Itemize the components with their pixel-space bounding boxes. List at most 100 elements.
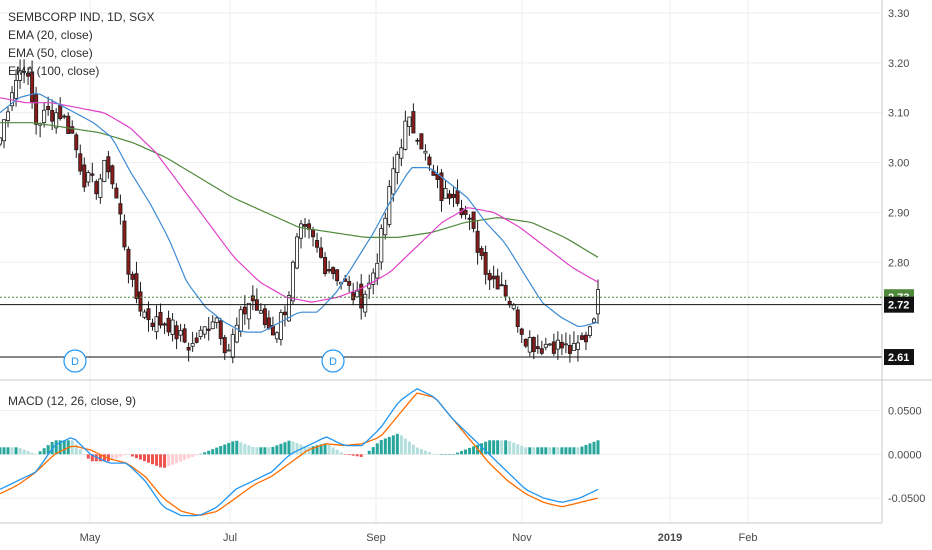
candle: [286, 291, 291, 322]
dividend-marker[interactable]: D: [321, 349, 345, 373]
macd-histogram-bar: [10, 447, 14, 455]
dividend-marker-label: D: [71, 356, 79, 368]
candle-body: [323, 257, 328, 275]
dividend-marker[interactable]: D: [63, 349, 87, 373]
candle-body: [483, 252, 488, 275]
candle: [327, 260, 332, 274]
ema20-legend[interactable]: EMA (20, close): [8, 28, 93, 42]
macd-histogram-bar: [18, 448, 22, 455]
candle-body: [327, 269, 332, 272]
candle-body: [439, 172, 444, 202]
macd-histogram-bar: [134, 454, 138, 459]
macd-histogram-bar: [2, 447, 6, 455]
macd-histogram-bar: [110, 454, 114, 460]
macd-histogram-bar: [30, 452, 34, 455]
symbol-title[interactable]: SEMBCORP IND, 1D, SGX: [8, 10, 155, 24]
macd-histogram-bar: [14, 447, 18, 455]
macd-histogram-bar: [211, 449, 215, 455]
macd-histogram-bar: [492, 440, 496, 455]
candle-body: [186, 346, 191, 351]
candle: [82, 157, 87, 192]
price-tag: [884, 349, 914, 366]
macd-histogram-bar: [431, 453, 435, 455]
macd-histogram-bar: [456, 452, 460, 455]
macd-histogram-bar: [427, 452, 431, 455]
candle-body: [230, 334, 235, 358]
candle-body: [146, 308, 151, 321]
candle-body: [166, 317, 171, 333]
candle-body: [319, 247, 324, 258]
candle-body: [415, 139, 420, 142]
macd-histogram-bar: [439, 454, 443, 455]
candle: [66, 112, 71, 134]
macd-histogram-bar: [560, 447, 564, 455]
candle-body: [391, 168, 396, 195]
candle: [174, 320, 179, 350]
horizontal-level-lines: 2.732.722.61: [0, 289, 914, 366]
candle-body: [511, 304, 516, 310]
candle-body: [142, 311, 147, 318]
candle-body: [130, 273, 135, 280]
candle-body: [407, 116, 412, 127]
macd-histogram-bar: [468, 447, 472, 455]
candle-body: [222, 337, 227, 354]
candle-body: [134, 273, 139, 299]
macd-histogram-bar: [516, 444, 520, 455]
candle-body: [463, 209, 468, 215]
macd-histogram-bar: [592, 441, 596, 455]
candle-body: [299, 223, 304, 239]
candle: [114, 183, 119, 199]
candle-body: [62, 115, 67, 118]
macd-histogram-bar: [379, 440, 383, 455]
candle-body: [423, 150, 428, 154]
candle: [6, 107, 11, 128]
candle-body: [447, 193, 452, 199]
candle-body: [82, 164, 87, 188]
candle: [407, 116, 412, 136]
macd-histogram-bar: [319, 444, 323, 455]
macd-histogram-bar: [596, 440, 600, 455]
macd-title[interactable]: MACD (12, 26, close, 9): [8, 394, 137, 408]
dividend-marker-label: D: [329, 356, 337, 368]
candle: [319, 237, 324, 259]
candle-body: [523, 338, 528, 347]
candle-body: [303, 224, 308, 227]
macd-histogram-bar: [102, 454, 106, 462]
dividend-marker-circle: [63, 349, 87, 373]
macd-histogram-bar: [291, 441, 295, 455]
macd-histogram-bar: [159, 454, 163, 468]
candle: [451, 187, 456, 208]
candle-body: [403, 120, 408, 150]
candle-body: [579, 335, 584, 340]
macd-histogram-bar: [367, 450, 371, 455]
macd-histogram-bar: [199, 453, 203, 455]
time-tick-label: May: [80, 532, 101, 544]
candle-body: [150, 322, 155, 327]
macd-histogram-bar: [303, 446, 307, 455]
candle-body: [379, 228, 384, 263]
candle-body: [30, 71, 35, 103]
ema50-legend[interactable]: EMA (50, close): [8, 46, 93, 60]
macd-histogram-bar: [520, 445, 524, 455]
candle: [543, 337, 548, 351]
ema50-line: [0, 97, 599, 303]
candle-body: [182, 328, 187, 343]
macd-histogram-bar: [42, 448, 46, 455]
candle-body: [226, 349, 231, 352]
ema100-legend[interactable]: EMA (100, close): [8, 64, 100, 78]
candle: [379, 224, 384, 270]
macd-histogram-bar: [472, 446, 476, 455]
macd-histogram-bar: [572, 447, 576, 455]
candle-body: [282, 311, 287, 316]
candle: [471, 211, 476, 233]
candle-body: [475, 230, 480, 253]
macd-histogram-bar: [82, 453, 86, 455]
candle: [575, 334, 580, 362]
macd-histogram-bar: [187, 454, 191, 459]
candle-body: [551, 341, 556, 354]
candle: [190, 331, 195, 352]
candle-body: [451, 193, 456, 198]
